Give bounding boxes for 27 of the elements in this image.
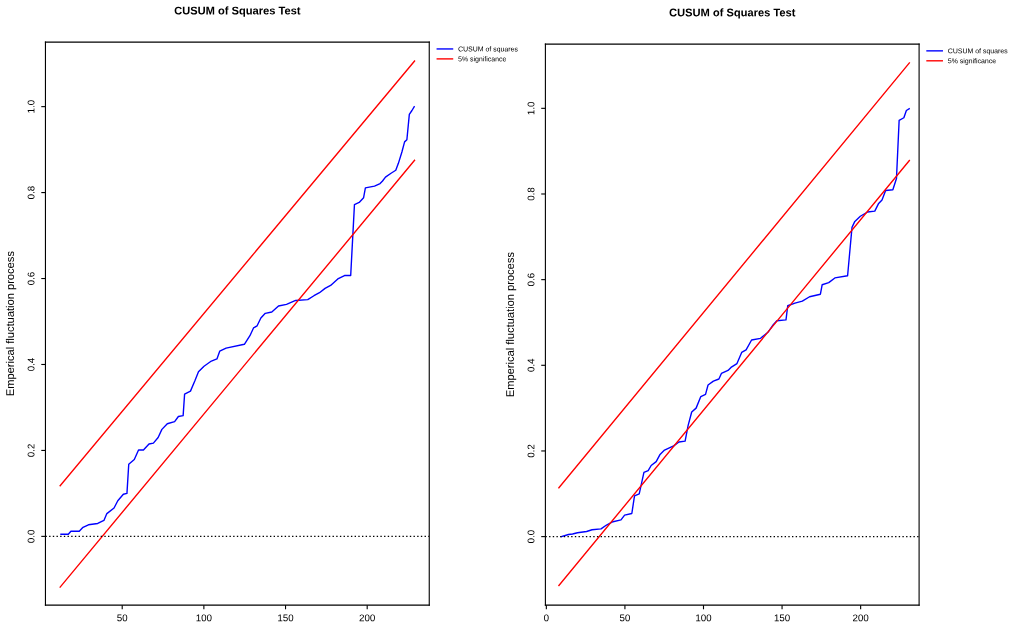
y-tick-label: 0.0 xyxy=(527,530,535,543)
y-axis-title: Emperical fluctuation process xyxy=(505,252,517,397)
x-tick-label: 0 xyxy=(544,614,549,622)
x-tick-label: 200 xyxy=(359,614,375,622)
chart-title: CUSUM of Squares Test xyxy=(174,6,301,17)
x-tick-label: 150 xyxy=(774,614,790,622)
y-tick-label: 0.8 xyxy=(527,187,535,201)
chart-title: CUSUM of Squares Test xyxy=(669,8,796,19)
y-tick-label: 0.6 xyxy=(27,272,35,285)
y-tick-label: 0.6 xyxy=(527,273,535,287)
x-tick-label: 150 xyxy=(278,614,294,622)
y-tick-label: 0.2 xyxy=(527,444,535,458)
y-tick-label: 0.0 xyxy=(27,530,35,543)
y-axis-title: Emperical fluctuation process xyxy=(5,251,17,396)
line-series xyxy=(560,108,910,538)
x-tick-label: 200 xyxy=(853,614,869,622)
y-tick-label: 0.2 xyxy=(27,444,35,457)
x-tick-label: 50 xyxy=(117,614,128,622)
x-tick-label: 100 xyxy=(696,614,712,622)
y-tick-label: 0.4 xyxy=(527,358,535,372)
x-tick-label: 100 xyxy=(196,614,212,622)
x-tick-label: 50 xyxy=(619,614,630,622)
y-tick-label: 0.4 xyxy=(27,358,35,371)
y-tick-label: 1.0 xyxy=(527,101,535,115)
line-series xyxy=(60,105,415,535)
y-tick-label: 1.0 xyxy=(27,100,35,113)
y-tick-label: 0.8 xyxy=(27,186,35,199)
